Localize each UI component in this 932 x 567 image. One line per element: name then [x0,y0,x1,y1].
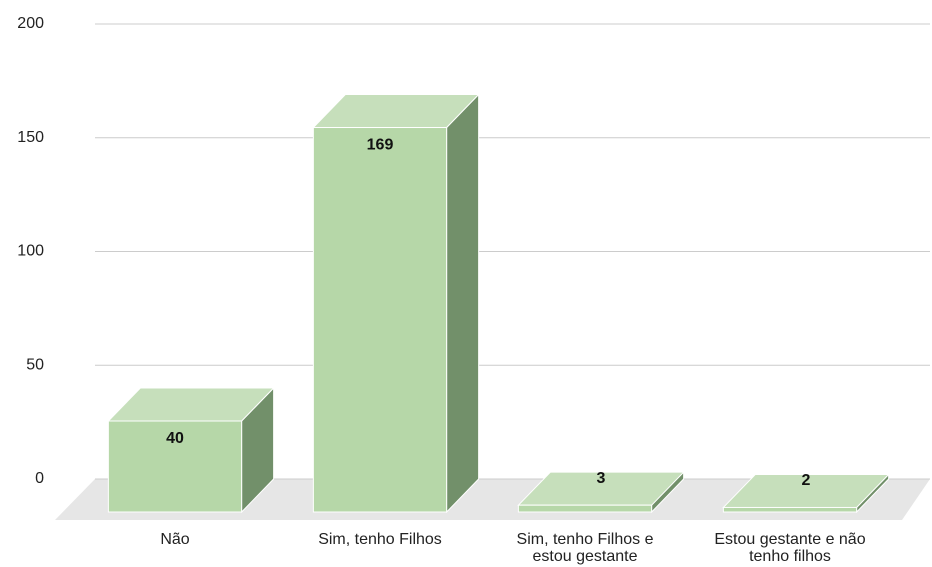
value-label: 40 [166,430,184,447]
bar-side [446,93,480,514]
bar-front [312,127,448,513]
bar-front [517,504,653,513]
x-tick-label: Sim, tenho Filhos [318,531,442,548]
x-tick-label: Sim, tenho Filhos e estou gestante [517,531,654,565]
value-label: 169 [367,137,394,154]
bar [517,470,685,514]
x-tick-label: Estou gestante e não tenho filhos [714,531,865,565]
y-tick-label: 100 [17,243,44,260]
y-tick-label: 50 [26,356,44,373]
bar-front [107,420,243,513]
x-tick-label: Não [160,531,189,548]
bar [312,93,480,514]
bar-front [722,506,858,513]
bar [107,386,275,514]
value-label: 2 [802,472,811,489]
y-tick-label: 200 [17,15,44,32]
value-label: 3 [597,470,606,487]
bar [722,473,890,514]
y-tick-label: 150 [17,129,44,146]
y-tick-label: 0 [35,470,44,487]
floor [55,479,930,520]
